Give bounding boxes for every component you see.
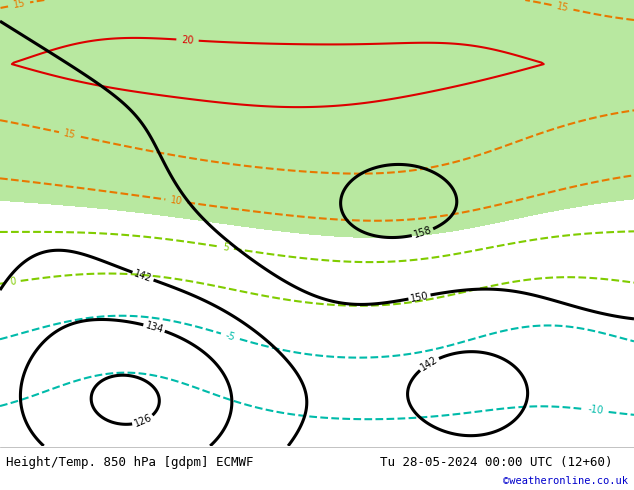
Text: 5: 5 xyxy=(222,242,230,253)
Text: 15: 15 xyxy=(555,1,569,14)
Text: 134: 134 xyxy=(144,320,164,335)
Text: Tu 28-05-2024 00:00 UTC (12+60): Tu 28-05-2024 00:00 UTC (12+60) xyxy=(380,456,613,469)
Text: 142: 142 xyxy=(133,269,153,284)
Text: 158: 158 xyxy=(412,225,433,240)
Text: 20: 20 xyxy=(181,35,194,46)
Text: Height/Temp. 850 hPa [gdpm] ECMWF: Height/Temp. 850 hPa [gdpm] ECMWF xyxy=(6,456,254,469)
Text: 126: 126 xyxy=(133,413,153,429)
Text: -5: -5 xyxy=(224,330,236,343)
Text: 15: 15 xyxy=(63,128,77,141)
Text: -10: -10 xyxy=(588,405,604,416)
Text: 0: 0 xyxy=(9,276,16,287)
Text: ©weatheronline.co.uk: ©weatheronline.co.uk xyxy=(503,476,628,486)
Text: 150: 150 xyxy=(410,291,429,304)
Text: 142: 142 xyxy=(418,355,439,373)
Text: 10: 10 xyxy=(170,195,183,207)
Text: 15: 15 xyxy=(12,0,26,10)
